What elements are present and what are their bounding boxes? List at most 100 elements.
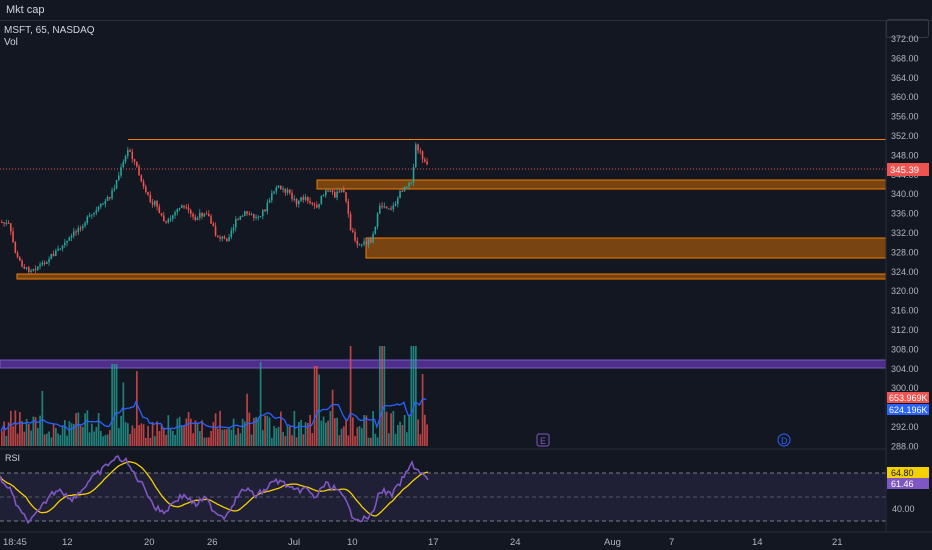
candle-body <box>300 197 302 201</box>
candle-body <box>12 231 14 243</box>
volume-bar <box>253 418 255 446</box>
volume-highlight-band[interactable] <box>0 359 887 369</box>
candle-body <box>304 197 307 200</box>
candle-body <box>113 188 116 191</box>
volume-bar <box>169 427 172 446</box>
price-scale-settings-box[interactable] <box>886 19 929 38</box>
volume-bar <box>266 415 269 446</box>
volume-bar <box>70 423 73 446</box>
volume-bar <box>208 437 210 446</box>
candle-body <box>424 159 426 162</box>
volume-bar <box>73 424 75 446</box>
candle-body <box>32 269 35 271</box>
volume-bar <box>246 393 248 446</box>
candle-body <box>244 211 246 216</box>
volume-bar <box>37 427 39 446</box>
candle-body <box>313 204 316 206</box>
volume-bar <box>23 431 26 446</box>
candle-body <box>185 207 188 209</box>
candle-body <box>118 175 120 181</box>
volume-bar <box>325 422 327 446</box>
volume-bar <box>57 433 59 446</box>
candle-body <box>59 248 62 250</box>
volume-bar <box>372 411 374 446</box>
market-cap-label[interactable]: Mkt cap <box>6 4 45 16</box>
candle-body <box>57 248 59 251</box>
volume-bar <box>318 374 320 446</box>
price-axis[interactable]: 372.00368.00364.00360.00356.00352.00348.… <box>891 34 919 451</box>
volume-bar <box>61 425 64 446</box>
volume-bar <box>417 419 419 446</box>
candle-body <box>84 223 86 227</box>
candle-body <box>417 144 419 151</box>
candle-body <box>365 241 368 245</box>
volume-bar <box>412 346 415 446</box>
volume-bar <box>367 437 370 446</box>
time-axis[interactable]: 18:45 12 20 26 Jul 10 17 24 Aug 7 14 21 <box>3 537 843 548</box>
volume-bar <box>12 426 14 446</box>
volume-bar <box>347 435 350 446</box>
supply-zone-343[interactable] <box>316 179 887 190</box>
candle-body <box>214 226 217 236</box>
volume-bar <box>149 437 152 446</box>
candle-body <box>320 196 323 204</box>
candle-body <box>64 242 66 246</box>
symbol-legend[interactable]: MSFT, 65, NASDAQ <box>4 25 95 36</box>
volume-bar <box>16 433 19 446</box>
candle-body <box>131 151 134 160</box>
candle-body <box>239 216 242 220</box>
volume-bar <box>111 364 113 446</box>
volume-bar <box>311 433 314 446</box>
candle-body <box>374 226 377 234</box>
candle-body <box>316 205 318 208</box>
price-tick-label: 332.00 <box>891 228 919 238</box>
candle-body <box>253 214 255 218</box>
candle-body <box>39 264 41 267</box>
volume-bar <box>345 419 347 446</box>
volume-bar <box>262 430 264 446</box>
candle-body <box>145 186 147 193</box>
volume-bar <box>363 415 365 446</box>
volume-badge-blue <box>887 404 929 415</box>
volume-bar <box>361 428 363 446</box>
price-tick-label: 344.00 <box>891 170 919 180</box>
earnings-marker[interactable] <box>536 433 550 447</box>
volume-bar <box>284 436 287 446</box>
volume-bar <box>19 412 21 446</box>
volume-bar <box>176 418 179 446</box>
candle-body <box>295 198 298 205</box>
price-tick-label: 364.00 <box>891 73 919 83</box>
volume-bar <box>365 415 368 446</box>
volume-bar <box>10 410 12 446</box>
volume-legend[interactable]: Vol <box>4 37 18 48</box>
candle-body <box>325 190 327 196</box>
candle-body <box>237 219 239 221</box>
resistance-line-352[interactable] <box>128 139 886 140</box>
support-zone-323[interactable] <box>16 273 887 280</box>
candle-body <box>133 159 136 162</box>
candle-body <box>187 207 190 211</box>
volume-bar <box>104 435 107 446</box>
candle-body <box>25 267 28 269</box>
candle-body <box>228 237 230 241</box>
volume-bar <box>235 434 237 446</box>
time-tick-label: 24 <box>510 537 521 548</box>
volume-bar <box>140 423 143 446</box>
candle-body <box>55 250 57 256</box>
candle-body <box>361 244 363 246</box>
price-tick-label: 328.00 <box>891 247 919 257</box>
volume-bar <box>210 430 212 446</box>
volume-bar <box>156 421 158 446</box>
volume-bar <box>309 414 311 446</box>
volume-bar <box>214 413 217 446</box>
candle-body <box>388 208 390 210</box>
price-tick-label: 312.00 <box>891 325 919 335</box>
demand-zone-330[interactable] <box>365 237 887 259</box>
volume-bar <box>91 423 93 446</box>
candle-body <box>412 167 415 183</box>
dividend-marker[interactable] <box>777 433 791 447</box>
rsi-title[interactable]: RSI <box>5 453 20 463</box>
candle-body <box>372 233 374 243</box>
candle-body <box>37 266 39 270</box>
